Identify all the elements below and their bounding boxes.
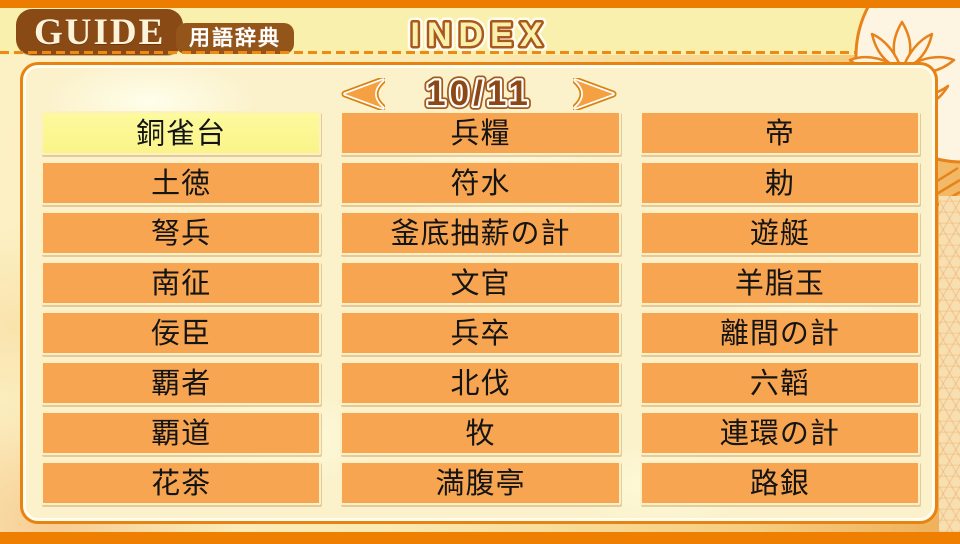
term-button[interactable]: 兵卒 xyxy=(340,311,621,355)
term-button[interactable]: 覇者 xyxy=(41,361,322,405)
term-button[interactable]: 文官 xyxy=(340,261,621,305)
top-border-strip xyxy=(0,0,960,8)
index-panel: 10/11 10/11 10/11 銅雀台土徳弩兵南征佞臣覇者覇道花茶 兵糧符水… xyxy=(20,62,938,524)
term-grid: 銅雀台土徳弩兵南征佞臣覇者覇道花茶 兵糧符水釜底抽薪の計 文官兵卒北伐牧満腹亭 帝… xyxy=(41,111,920,505)
svg-text:INDEX: INDEX xyxy=(411,16,550,54)
prev-page-arrow-icon[interactable] xyxy=(339,78,385,110)
term-button[interactable]: 路銀 xyxy=(639,461,920,505)
svg-text:INDEX: INDEX xyxy=(411,16,550,54)
bottom-border-strip xyxy=(0,532,960,544)
term-column: 兵糧符水釜底抽薪の計 文官兵卒北伐牧満腹亭 xyxy=(340,111,621,505)
glossary-badge-label: 用語辞典 xyxy=(189,26,281,50)
glossary-badge: 用語辞典 xyxy=(176,23,294,54)
term-button[interactable]: 満腹亭 xyxy=(340,461,621,505)
term-button[interactable]: 六韜 xyxy=(639,361,920,405)
term-button[interactable]: 土徳 xyxy=(41,161,322,205)
term-button[interactable]: 北伐 xyxy=(340,361,621,405)
term-button[interactable]: 帝 xyxy=(639,111,920,155)
term-button[interactable]: 釜底抽薪の計 xyxy=(340,211,621,255)
term-column: 銅雀台土徳弩兵南征佞臣覇者覇道花茶 xyxy=(41,111,322,505)
term-button[interactable]: 銅雀台 xyxy=(41,111,322,155)
term-button[interactable]: 覇道 xyxy=(41,411,322,455)
next-page-arrow-icon[interactable] xyxy=(573,78,619,110)
svg-text:10/11: 10/11 xyxy=(426,74,532,113)
page-title: INDEX INDEX INDEX xyxy=(406,11,550,59)
term-button[interactable]: 離間の計 xyxy=(639,311,920,355)
term-button[interactable]: 符水 xyxy=(340,161,621,205)
term-button[interactable]: 連環の計 xyxy=(639,411,920,455)
term-button[interactable]: 兵糧 xyxy=(340,111,621,155)
page-indicator: 10/11 10/11 10/11 xyxy=(422,73,532,115)
term-button[interactable]: 弩兵 xyxy=(41,211,322,255)
term-button[interactable]: 花茶 xyxy=(41,461,322,505)
term-button[interactable]: 遊艇 xyxy=(639,211,920,255)
guide-logo-text: GUIDE xyxy=(34,11,166,53)
term-button[interactable]: 勅 xyxy=(639,161,920,205)
term-button[interactable]: 牧 xyxy=(340,411,621,455)
guide-logo: GUIDE xyxy=(16,9,184,55)
hexagon-pattern-decoration xyxy=(939,196,960,532)
term-column: 帝勅遊艇羊脂玉離間の計六韜連環の計路銀 xyxy=(639,111,920,505)
term-button[interactable]: 南征 xyxy=(41,261,322,305)
term-button[interactable]: 佞臣 xyxy=(41,311,322,355)
term-button[interactable]: 羊脂玉 xyxy=(639,261,920,305)
page-navigation: 10/11 10/11 10/11 xyxy=(339,73,619,115)
svg-text:10/11: 10/11 xyxy=(426,74,532,113)
svg-text:10/11: 10/11 xyxy=(426,74,532,113)
header-bar: GUIDE 用語辞典 INDEX INDEX INDEX xyxy=(0,8,960,59)
